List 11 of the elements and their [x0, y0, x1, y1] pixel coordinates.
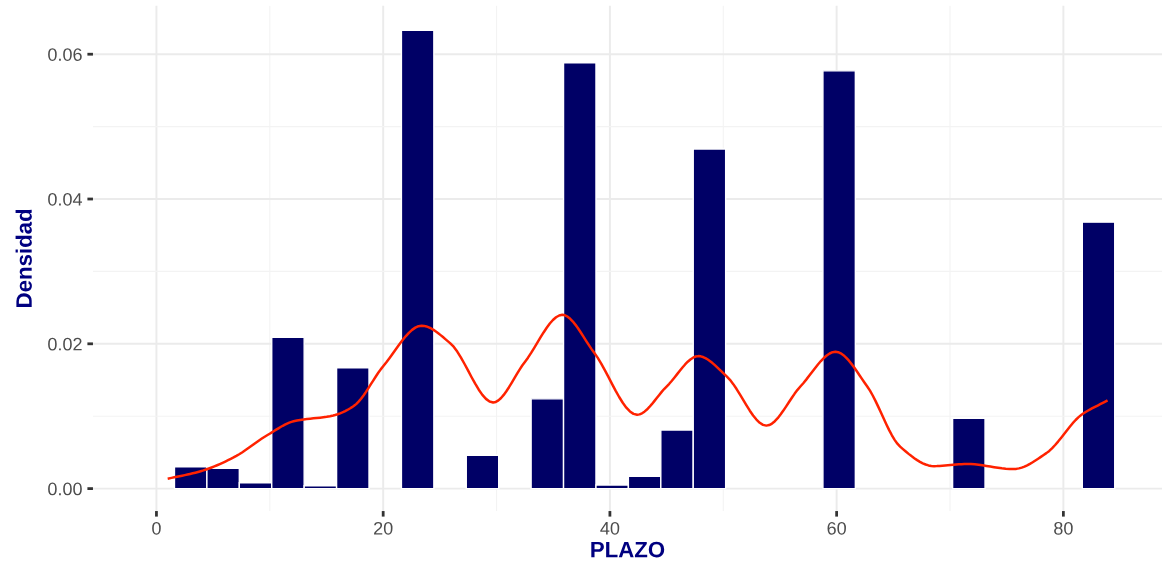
x-tick-label: 60: [827, 521, 846, 535]
x-tick-label: 40: [600, 521, 620, 535]
y-tick-label: 0.00: [48, 482, 82, 496]
y-tick-label: 0.02: [48, 337, 82, 351]
y-tick-label: 0.04: [48, 192, 83, 206]
x-tick-label: 0: [152, 521, 161, 535]
x-tick-label: 80: [1054, 521, 1073, 535]
x-axis-title: PLAZO: [591, 541, 665, 558]
x-tick-label: 20: [374, 521, 393, 535]
y-axis-title: Densidad: [15, 209, 32, 307]
y-tick-label: 0.06: [48, 48, 82, 61]
